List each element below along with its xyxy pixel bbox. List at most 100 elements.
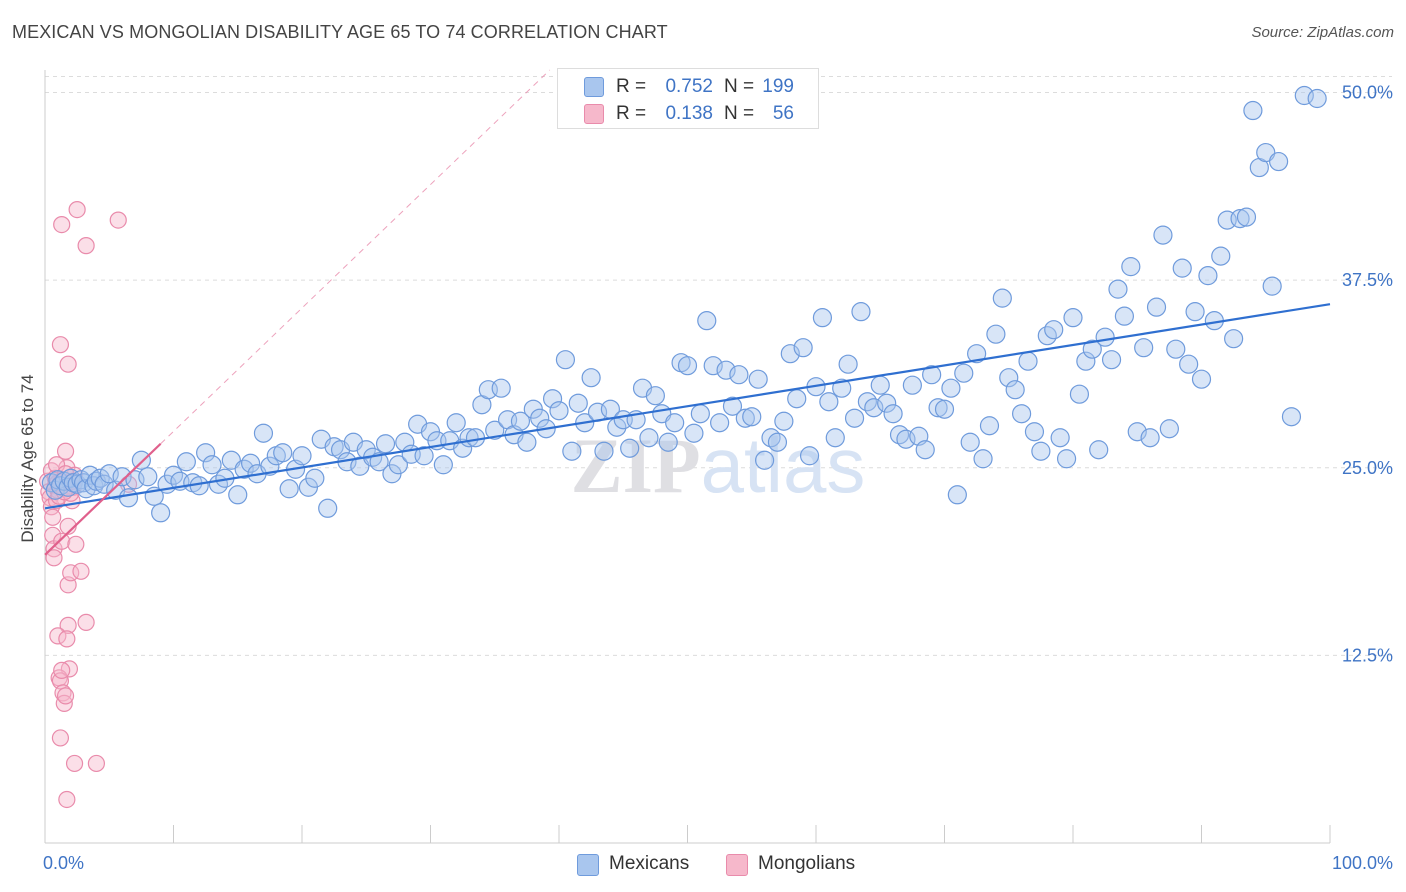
mexican-point [710, 413, 730, 433]
mexican-point [465, 428, 486, 448]
mexican-point [131, 450, 151, 470]
mexican-point [1050, 428, 1070, 448]
series-legend: Mexicans Mongolians [0, 851, 1406, 879]
mexican-point [369, 452, 389, 472]
mexican-point [1166, 339, 1186, 359]
mongolian-point [47, 456, 66, 474]
mexican-point [716, 360, 736, 380]
mexican-point [555, 350, 576, 370]
axes [44, 70, 1331, 844]
mexican-point [851, 302, 871, 322]
mexican-point [1153, 225, 1173, 245]
mexican-point [742, 407, 762, 427]
mexican-point [735, 408, 755, 428]
mexican-point [1108, 279, 1128, 299]
mexican-point [979, 416, 1000, 436]
mexican-point [375, 434, 396, 454]
mexican-point [954, 363, 974, 383]
mexican-point [658, 432, 678, 452]
mongolian-point [58, 630, 76, 648]
mexican-point [1281, 407, 1302, 427]
mongolian-point [51, 336, 70, 354]
stats-legend: R = 0.752 N = 199 R = 0.138 N = 56 [557, 68, 819, 129]
mexican-point [1076, 351, 1096, 371]
mexican-point [832, 378, 852, 398]
mexican-point [1005, 380, 1025, 400]
mexican-point [838, 354, 858, 374]
mexican-point [1011, 404, 1032, 424]
mexican-point [318, 498, 338, 518]
mexican-point [1185, 302, 1205, 322]
x-tick-label: 100.0% [1332, 853, 1393, 873]
mexican-point [1044, 320, 1064, 340]
mexican-point [491, 378, 511, 398]
mexican-point [722, 396, 743, 416]
mexican-point [665, 413, 685, 433]
mexican-point [645, 386, 665, 406]
mexican-point [279, 479, 299, 499]
mexican-point [1262, 276, 1282, 296]
mexican-point [1063, 308, 1083, 328]
mexican-point [748, 369, 768, 389]
mexican-point [767, 432, 788, 452]
mexican-point [562, 441, 582, 461]
mexican-point [1172, 258, 1192, 278]
mexican-point [915, 440, 935, 460]
mexican-point [1191, 369, 1212, 389]
mexican-point [196, 443, 216, 463]
mongolians-trend-line [44, 442, 162, 556]
mexican-point [1101, 350, 1122, 370]
mongolian-point [59, 616, 77, 634]
mongolian-point [77, 237, 95, 255]
mexican-point [774, 411, 794, 431]
mongolian-point [56, 687, 75, 705]
legend-label: Mexicans [609, 853, 690, 874]
mongolian-point [56, 442, 75, 460]
mexican-point [902, 375, 922, 395]
mexican-point [414, 446, 434, 466]
mexican-point [1114, 306, 1135, 326]
mexican-point [253, 423, 274, 443]
mexican-point [1024, 422, 1045, 442]
tick-labels: 12.5% 25.0% 37.5% 50.0% 0.0% 100.0% Disability… [18, 83, 1393, 873]
mexican-point [1121, 257, 1141, 277]
mongolian-point [87, 754, 106, 773]
mongolian-point [53, 532, 71, 550]
mexican-point [305, 468, 325, 488]
mexican-point [1134, 338, 1154, 358]
source-label: Source: ZipAtlas.com [1251, 24, 1394, 41]
mexican-point [594, 441, 614, 461]
mexican-point [812, 308, 833, 328]
r-label: R = [616, 103, 647, 124]
mexican-point [517, 432, 537, 452]
mexican-point [1031, 441, 1051, 461]
mexican-point [176, 452, 196, 472]
n-label: N = [724, 103, 755, 124]
mexican-point [883, 404, 903, 424]
mongolian-point [45, 549, 63, 567]
n-label: N = [724, 76, 755, 97]
mongolian-point [44, 526, 62, 544]
mongolians-trend-extension [160, 69, 551, 445]
mexican-point [870, 375, 890, 395]
mexican-point [992, 288, 1012, 308]
mexican-point [1243, 100, 1263, 121]
mexicans-trend-line [44, 303, 1331, 510]
legend-label: Mongolians [758, 853, 856, 874]
mexican-point [1211, 246, 1231, 266]
legend-swatch-blue [584, 77, 604, 97]
mexican-point [202, 455, 222, 475]
mexican-point [697, 311, 717, 331]
mexican-point [1307, 88, 1327, 109]
y-axis-title: Disability Age 65 to 74 [18, 374, 37, 542]
mexican-point [1230, 208, 1250, 229]
mexican-point [973, 449, 993, 469]
y-tick-label: 25.0% [1342, 458, 1393, 478]
mexican-point [542, 389, 563, 409]
chart-title: MEXICAN VS MONGOLIAN DISABILITY AGE 65 T… [12, 22, 668, 42]
r-value: 0.752 [665, 76, 713, 97]
mexican-point [118, 488, 139, 508]
mexican-point [754, 450, 775, 470]
mexican-point [1224, 329, 1244, 349]
